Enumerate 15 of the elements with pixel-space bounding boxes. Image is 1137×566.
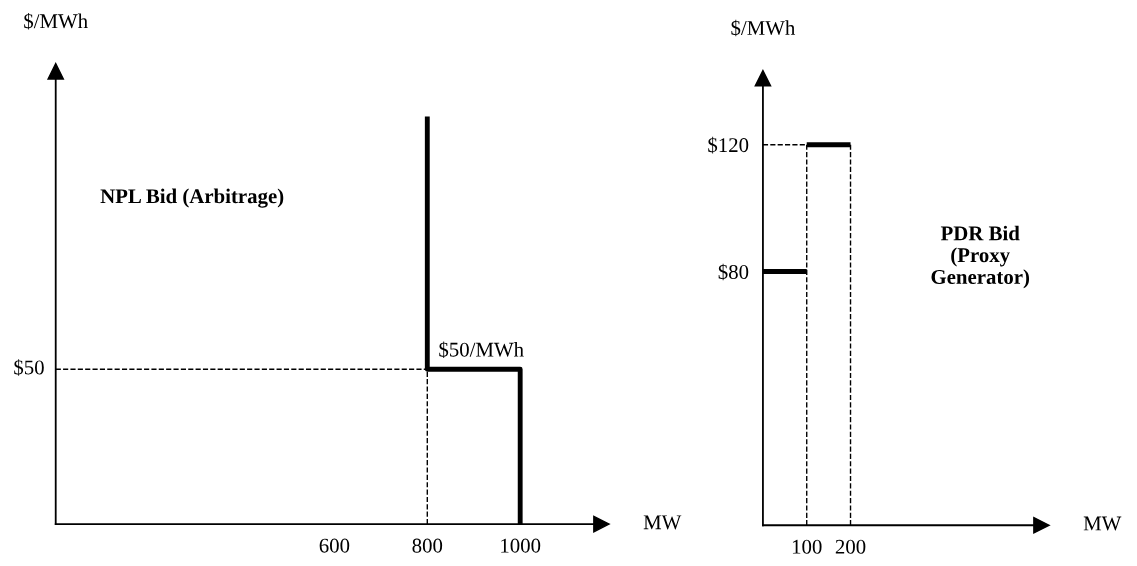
x-axis-title: MW bbox=[643, 515, 682, 530]
x-tick-label: 100 bbox=[792, 539, 822, 554]
text: PDR Bid (Proxy Generator) bbox=[931, 225, 1030, 289]
y-tick-label: $120 bbox=[708, 136, 749, 154]
x-tick-label: 600 bbox=[319, 538, 350, 553]
y-axis-title: $/MWh bbox=[24, 12, 88, 30]
y-axis-title: $/MWh bbox=[731, 19, 796, 37]
x-tick-label: 200 bbox=[835, 539, 866, 554]
x-tick-label: 1000 bbox=[501, 538, 541, 553]
annotation: $50/MWh bbox=[439, 341, 524, 359]
x-axis-title: MW bbox=[1083, 516, 1122, 531]
x-tick-label: 800 bbox=[412, 538, 443, 553]
y-tick-label: $80 bbox=[718, 263, 749, 281]
text: NPL Bid (Arbitrage) bbox=[100, 188, 284, 208]
annotation: $50 bbox=[14, 359, 44, 376]
